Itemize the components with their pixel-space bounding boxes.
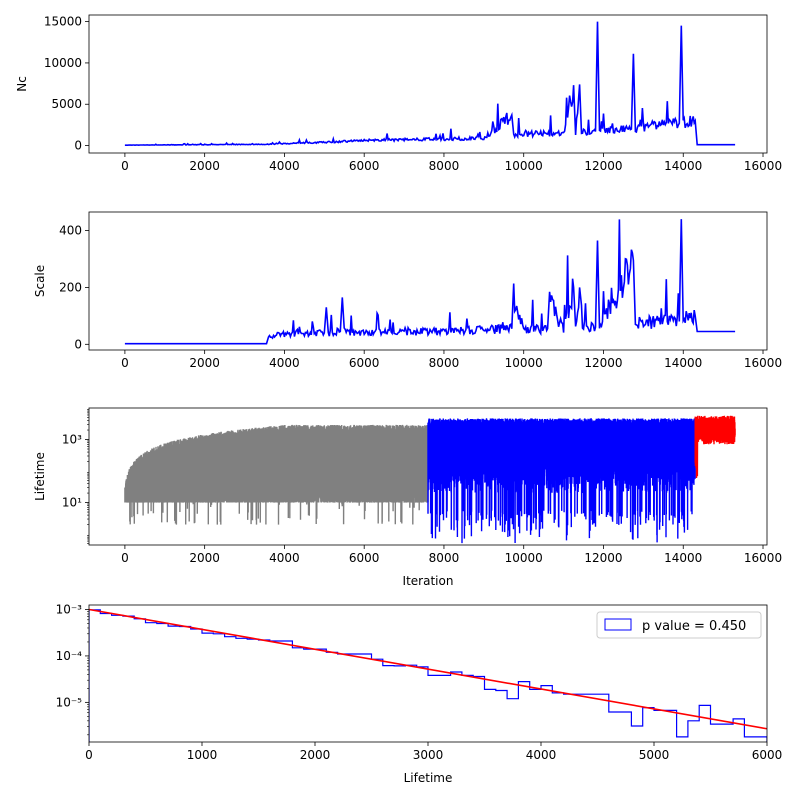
x-tick-label: 3000	[413, 748, 444, 762]
x-tick-label: 0	[121, 159, 129, 173]
x-tick-label: 0	[121, 356, 129, 370]
y-tick-label: 10000	[44, 56, 82, 70]
legend-swatch	[604, 618, 632, 631]
axes-frame	[88, 407, 768, 546]
y-axis-label: Scale	[33, 265, 47, 297]
y-tick-label: 10¹	[62, 496, 82, 510]
y-axis-label: Nc	[15, 76, 29, 92]
x-axis-label: Lifetime	[404, 771, 453, 785]
x-axis-label: Iteration	[403, 574, 454, 588]
chart-panel-3: 0 1000 2000 3000 4000 5000 6000 10⁻⁵ 10⁻⁴ 10⁻³ Lif…	[56, 602, 783, 785]
y-tick-label: 10⁻⁵	[56, 695, 83, 709]
x-tick-label: 4000	[526, 748, 557, 762]
series-segment	[694, 415, 736, 479]
x-tick-label: 5000	[639, 748, 670, 762]
y-axis-label: Lifetime	[33, 452, 47, 501]
series-line	[124, 21, 736, 147]
x-tick-label: 10000	[505, 551, 543, 565]
x-tick-label: 10000	[505, 159, 543, 173]
x-tick-label: 14000	[664, 551, 702, 565]
y-tick-label: 10⁻⁴	[56, 649, 83, 663]
chart-panel-0: 0 2000 4000 6000 8000 10000 12000 14000 16000 0 50…	[15, 14, 782, 173]
x-tick-label: 12000	[584, 551, 622, 565]
x-tick-label: 14000	[664, 356, 702, 370]
x-tick-label: 12000	[584, 356, 622, 370]
x-tick-label: 16000	[744, 356, 782, 370]
chart-panel-1: 0 2000 4000 6000 8000 10000 12000 14000 16000 0 20…	[33, 211, 782, 370]
x-tick-label: 4000	[269, 356, 300, 370]
x-tick-label: 10000	[505, 356, 543, 370]
y-tick-label: 10⁻³	[56, 602, 83, 616]
x-tick-label: 2000	[189, 356, 220, 370]
legend-box	[596, 611, 762, 639]
x-tick-label: 6000	[349, 159, 380, 173]
x-tick-label: 0	[121, 551, 129, 565]
series-line	[124, 219, 736, 345]
fit-line	[89, 608, 767, 730]
x-tick-label: 6000	[349, 551, 380, 565]
y-tick-label: 0	[74, 337, 82, 351]
axes-frame	[88, 14, 768, 154]
chart-panel-2: 0 2000 4000 6000 8000 10000 12000 14000 16000 10¹…	[33, 407, 782, 588]
axes-frame	[88, 604, 768, 743]
x-tick-label: 16000	[744, 159, 782, 173]
x-tick-label: 8000	[429, 551, 460, 565]
x-tick-label: 8000	[429, 159, 460, 173]
y-tick-label: 15000	[44, 15, 82, 29]
x-tick-label: 2000	[189, 159, 220, 173]
x-tick-label: 6000	[349, 356, 380, 370]
y-tick-label: 200	[59, 280, 82, 294]
x-tick-label: 16000	[744, 551, 782, 565]
x-tick-label: 14000	[664, 159, 702, 173]
series-segment	[124, 424, 429, 525]
x-tick-label: 12000	[584, 159, 622, 173]
x-tick-label: 4000	[269, 551, 300, 565]
y-tick-label: 0	[74, 139, 82, 153]
x-tick-label: 8000	[429, 356, 460, 370]
series-segment	[427, 418, 696, 544]
x-tick-label: 2000	[300, 748, 331, 762]
x-tick-label: 2000	[189, 551, 220, 565]
x-tick-label: 1000	[187, 748, 218, 762]
axes-frame	[88, 211, 768, 351]
x-tick-label: 6000	[752, 748, 783, 762]
y-tick-label: 400	[59, 223, 82, 237]
x-tick-label: 4000	[269, 159, 300, 173]
y-tick-label: 5000	[51, 97, 82, 111]
legend-label: p value = 0.450	[642, 619, 746, 634]
x-tick-label: 0	[85, 748, 93, 762]
y-tick-label: 10³	[62, 433, 82, 447]
legend: p value = 0.450	[596, 611, 762, 639]
